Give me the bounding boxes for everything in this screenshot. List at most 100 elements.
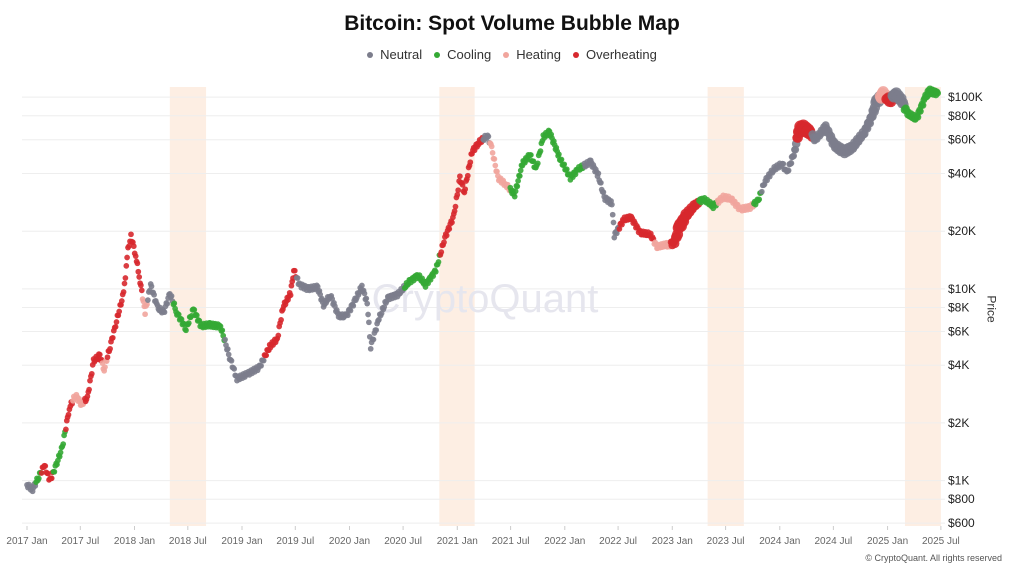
data-point-heating bbox=[102, 364, 108, 370]
data-point-heating bbox=[491, 156, 498, 162]
data-point-cooling bbox=[516, 173, 523, 179]
data-point-neutral bbox=[224, 346, 231, 352]
data-point-overheating bbox=[438, 249, 445, 255]
data-point-overheating bbox=[132, 253, 139, 259]
data-point-cooling bbox=[193, 312, 200, 319]
y-tick-label: $40K bbox=[948, 166, 976, 180]
y-tick-label: $800 bbox=[948, 492, 975, 506]
data-point-cooling bbox=[534, 160, 541, 167]
data-point-overheating bbox=[84, 393, 91, 400]
data-point-cooling bbox=[563, 166, 570, 173]
legend-item-cooling[interactable]: Cooling bbox=[434, 47, 491, 62]
data-point-cooling bbox=[556, 151, 562, 158]
data-point-overheating bbox=[104, 354, 111, 361]
data-point-neutral bbox=[344, 312, 351, 319]
x-tick-label: 2018 Jul bbox=[169, 536, 207, 547]
data-point-overheating bbox=[122, 275, 129, 281]
legend-dot-icon bbox=[434, 51, 441, 58]
data-point-heating bbox=[489, 150, 496, 156]
data-point-cooling bbox=[515, 178, 521, 184]
data-point-neutral bbox=[611, 234, 618, 241]
highlight-band-3 bbox=[707, 87, 744, 526]
x-tick-label: 2023 Jan bbox=[652, 536, 693, 547]
x-tick-label: 2019 Jan bbox=[221, 536, 262, 547]
data-point-cooling bbox=[511, 193, 518, 200]
data-point-cooling bbox=[512, 188, 519, 195]
data-point-overheating bbox=[121, 280, 128, 287]
data-point-neutral bbox=[367, 345, 374, 352]
data-point-overheating bbox=[120, 289, 127, 295]
data-point-overheating bbox=[113, 319, 120, 325]
data-point-overheating bbox=[467, 159, 474, 166]
data-point-neutral bbox=[370, 336, 377, 343]
data-point-overheating bbox=[88, 370, 95, 377]
y-axis-label: Price bbox=[984, 295, 999, 323]
data-point-neutral bbox=[598, 179, 604, 186]
data-point-neutral bbox=[161, 309, 168, 316]
data-point-overheating bbox=[278, 317, 284, 323]
data-point-overheating bbox=[462, 186, 469, 193]
data-point-neutral bbox=[231, 366, 238, 372]
y-tick-label: $100K bbox=[948, 90, 983, 104]
data-point-overheating bbox=[128, 231, 134, 238]
data-point-neutral bbox=[780, 160, 787, 167]
data-point-heating bbox=[144, 301, 150, 308]
legend-dot-icon bbox=[367, 51, 374, 58]
data-point-cooling bbox=[219, 327, 226, 334]
y-tick-label: $2K bbox=[948, 416, 969, 430]
data-point-cooling bbox=[917, 107, 924, 115]
data-point-neutral bbox=[148, 283, 155, 290]
x-tick-label: 2017 Jan bbox=[6, 536, 47, 547]
y-tick-label: $80K bbox=[948, 109, 976, 123]
data-point-neutral bbox=[373, 327, 380, 333]
x-tick-label: 2021 Jul bbox=[492, 536, 530, 547]
data-point-heating bbox=[142, 311, 148, 318]
data-point-overheating bbox=[48, 475, 55, 482]
data-point-neutral bbox=[790, 152, 798, 160]
legend-item-overheating[interactable]: Overheating bbox=[573, 47, 657, 62]
legend-label: Cooling bbox=[447, 47, 492, 62]
legend-label: Overheating bbox=[586, 47, 657, 62]
data-point-neutral bbox=[609, 201, 615, 208]
data-point-neutral bbox=[361, 290, 368, 297]
data-point-overheating bbox=[116, 308, 123, 315]
data-point-heating bbox=[494, 168, 500, 175]
data-point-overheating bbox=[87, 377, 93, 384]
data-point-neutral bbox=[600, 189, 607, 196]
data-point-overheating bbox=[441, 239, 447, 246]
highlight-band-4 bbox=[904, 87, 941, 526]
data-point-neutral bbox=[359, 282, 365, 289]
data-point-overheating bbox=[112, 324, 119, 330]
x-tick-label: 2022 Jul bbox=[599, 536, 637, 547]
data-point-cooling bbox=[57, 449, 64, 456]
data-point-cooling bbox=[191, 306, 198, 313]
data-point-neutral bbox=[145, 297, 151, 303]
data-point-cooling bbox=[914, 113, 922, 121]
data-point-overheating bbox=[291, 267, 298, 274]
data-point-heating bbox=[492, 162, 499, 169]
data-point-overheating bbox=[126, 243, 132, 249]
legend-item-neutral[interactable]: Neutral bbox=[367, 47, 422, 62]
y-tick-label: $10K bbox=[948, 282, 976, 296]
data-point-neutral bbox=[225, 351, 232, 358]
data-point-neutral bbox=[222, 336, 228, 343]
data-point-overheating bbox=[135, 268, 142, 275]
legend-item-heating[interactable]: Heating bbox=[503, 47, 561, 62]
data-point-overheating bbox=[451, 208, 458, 214]
data-point-overheating bbox=[86, 386, 92, 393]
data-point-neutral bbox=[168, 293, 175, 299]
data-point-overheating bbox=[459, 181, 466, 188]
data-point-overheating bbox=[42, 463, 49, 469]
copyright-notice: © CryptoQuant. All rights reserved bbox=[865, 553, 1002, 563]
x-axis-ticks: 2017 Jan 2017 Jul 2018 Jan 2018 Jul 2019 Jan… bbox=[6, 526, 960, 547]
data-point-neutral bbox=[758, 188, 765, 195]
y-tick-label: $20K bbox=[948, 224, 976, 238]
data-point-neutral bbox=[365, 311, 371, 318]
data-point-neutral bbox=[787, 160, 795, 167]
data-point-cooling bbox=[561, 161, 568, 168]
legend-dot-icon bbox=[573, 51, 579, 58]
x-tick-label: 2024 Jan bbox=[759, 536, 800, 547]
y-tick-label: $4K bbox=[948, 358, 969, 372]
data-point-cooling bbox=[183, 327, 189, 334]
